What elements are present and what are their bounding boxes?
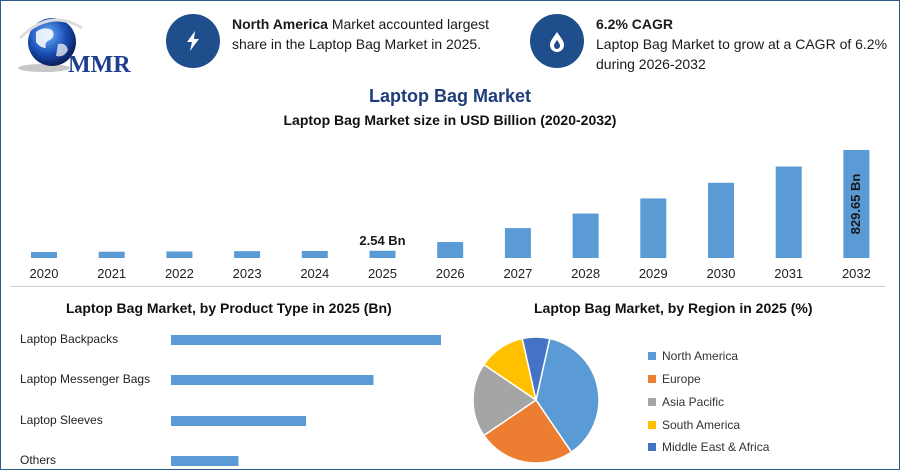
pie-slice-north-america [535,337,600,454]
stat-text-north-america: North America Market accounted largest s… [232,14,512,54]
hbar-label: Laptop Sleeves [20,413,103,427]
x-tick-2024: 2024 [300,266,329,281]
bar-2021 [98,251,125,258]
bar-2030 [708,182,734,258]
legend-item: North America [648,349,738,363]
hbar-others [171,456,239,466]
x-tick-2021: 2021 [97,266,126,281]
x-tick-2031: 2031 [774,266,803,281]
lightning-icon [166,14,220,68]
pie-slice-asia-pacific [472,363,538,437]
data-label-2032: 829.65 Bn [848,174,863,235]
legend-label: South America [662,418,741,432]
pie-slice-europe [482,398,573,464]
section-divider [10,286,885,287]
hbar-label: Laptop Backpacks [20,332,119,346]
bar-2032 [843,149,870,258]
market-size-bar-chart: 2020 2021 2022 2023 2024 2025 2.54 Bn 2026 2027 2… [30,149,871,281]
legend-item: South America [648,418,740,432]
hbar-laptop-messenger-bags [171,375,374,385]
product-type-bar-chart [171,335,441,466]
legend-item: Middle East & Africa [648,440,769,454]
chart-title: Laptop Bag Market [368,86,532,106]
stat-body: Market accounted largest share in the La… [232,16,490,52]
stat-bold: North America [232,16,328,32]
bar-2023 [234,251,261,258]
globe-icon [18,18,83,72]
bar-2031 [775,166,802,258]
stat-north-america: North America Market accounted largest s… [166,12,506,72]
pie-slice-middle-east-africa [521,336,551,401]
x-tick-2020: 2020 [30,266,59,281]
region-pie-chart [472,336,600,464]
legend-item: Asia Pacific [648,395,724,409]
x-tick-2028: 2028 [571,266,600,281]
stat-body: Laptop Bag Market to grow at a CAGR of 6… [596,36,888,72]
x-tick-2030: 2030 [707,266,736,281]
region-title: Laptop Bag Market, by Region in 2025 (%) [534,300,813,316]
hbar-laptop-backpacks [171,335,441,345]
product-type-title: Laptop Bag Market, by Product Type in 20… [66,300,392,316]
legend-item: Europe [648,372,701,386]
logo-text: MMR [68,52,131,78]
legend-swatch [648,421,656,429]
mmr-logo: MMR [14,14,144,78]
flame-drop-icon [530,14,584,68]
bar-2025 [369,250,396,258]
legend-swatch [648,398,656,406]
legend-label: North America [662,349,739,363]
bar-2028 [572,213,599,258]
stat-text-cagr: 6.2% CAGR Laptop Bag Market to grow at a… [596,14,890,74]
legend-label: Middle East & Africa [662,440,770,454]
legend-label: Europe [662,372,701,386]
x-tick-2023: 2023 [233,266,262,281]
legend-swatch [648,352,656,360]
hbar-laptop-sleeves [171,416,306,426]
hbar-label: Others [20,453,57,467]
stat-bold: 6.2% CAGR [596,16,674,32]
legend-label: Asia Pacific [662,395,725,409]
x-tick-2022: 2022 [165,266,194,281]
stat-cagr: 6.2% CAGR Laptop Bag Market to grow at a… [530,12,890,72]
hbar-label: Laptop Messenger Bags [20,372,151,386]
x-tick-2032: 2032 [842,266,871,281]
legend-swatch [648,375,656,383]
x-tick-2027: 2027 [503,266,532,281]
bar-2026 [437,242,464,258]
bar-2029 [640,198,667,258]
bar-2022 [166,251,193,258]
bar-2024 [301,250,328,258]
data-label-2025: 2.54 Bn [359,233,405,248]
x-tick-2025: 2025 [368,266,397,281]
x-tick-2026: 2026 [436,266,465,281]
chart-subtitle: Laptop Bag Market size in USD Billion (2… [283,112,617,128]
x-tick-2029: 2029 [639,266,668,281]
bar-2027 [504,228,531,258]
bar-2020 [31,252,57,258]
legend-swatch [648,443,656,451]
